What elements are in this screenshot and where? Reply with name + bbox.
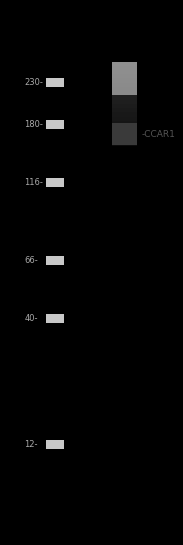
Bar: [112, 121, 137, 125]
Bar: [112, 129, 137, 134]
Text: 66-: 66-: [25, 256, 38, 265]
Bar: [112, 138, 137, 142]
Bar: [46, 256, 64, 265]
Bar: [112, 70, 137, 74]
Bar: [112, 83, 137, 87]
Bar: [112, 134, 137, 138]
Bar: [112, 108, 137, 112]
Bar: [46, 120, 64, 129]
Bar: [112, 87, 137, 91]
Bar: [112, 66, 137, 70]
Text: 230-: 230-: [25, 78, 43, 87]
Bar: [112, 62, 137, 95]
Bar: [112, 95, 137, 100]
Bar: [112, 91, 137, 95]
Bar: [112, 125, 137, 129]
Text: 40-: 40-: [25, 314, 38, 323]
Bar: [46, 78, 64, 87]
Bar: [112, 100, 137, 104]
Bar: [112, 104, 137, 108]
Bar: [46, 440, 64, 449]
Bar: [112, 117, 137, 121]
Text: -CCAR1: -CCAR1: [142, 130, 175, 139]
Text: 116-: 116-: [25, 178, 43, 187]
Bar: [112, 78, 137, 83]
Text: 12-: 12-: [25, 440, 38, 449]
Bar: [112, 62, 137, 66]
Bar: [112, 123, 137, 145]
Bar: [112, 112, 137, 117]
Bar: [46, 178, 64, 187]
Bar: [112, 74, 137, 78]
Bar: [112, 142, 137, 147]
Bar: [46, 314, 64, 323]
Text: 180-: 180-: [25, 120, 43, 129]
